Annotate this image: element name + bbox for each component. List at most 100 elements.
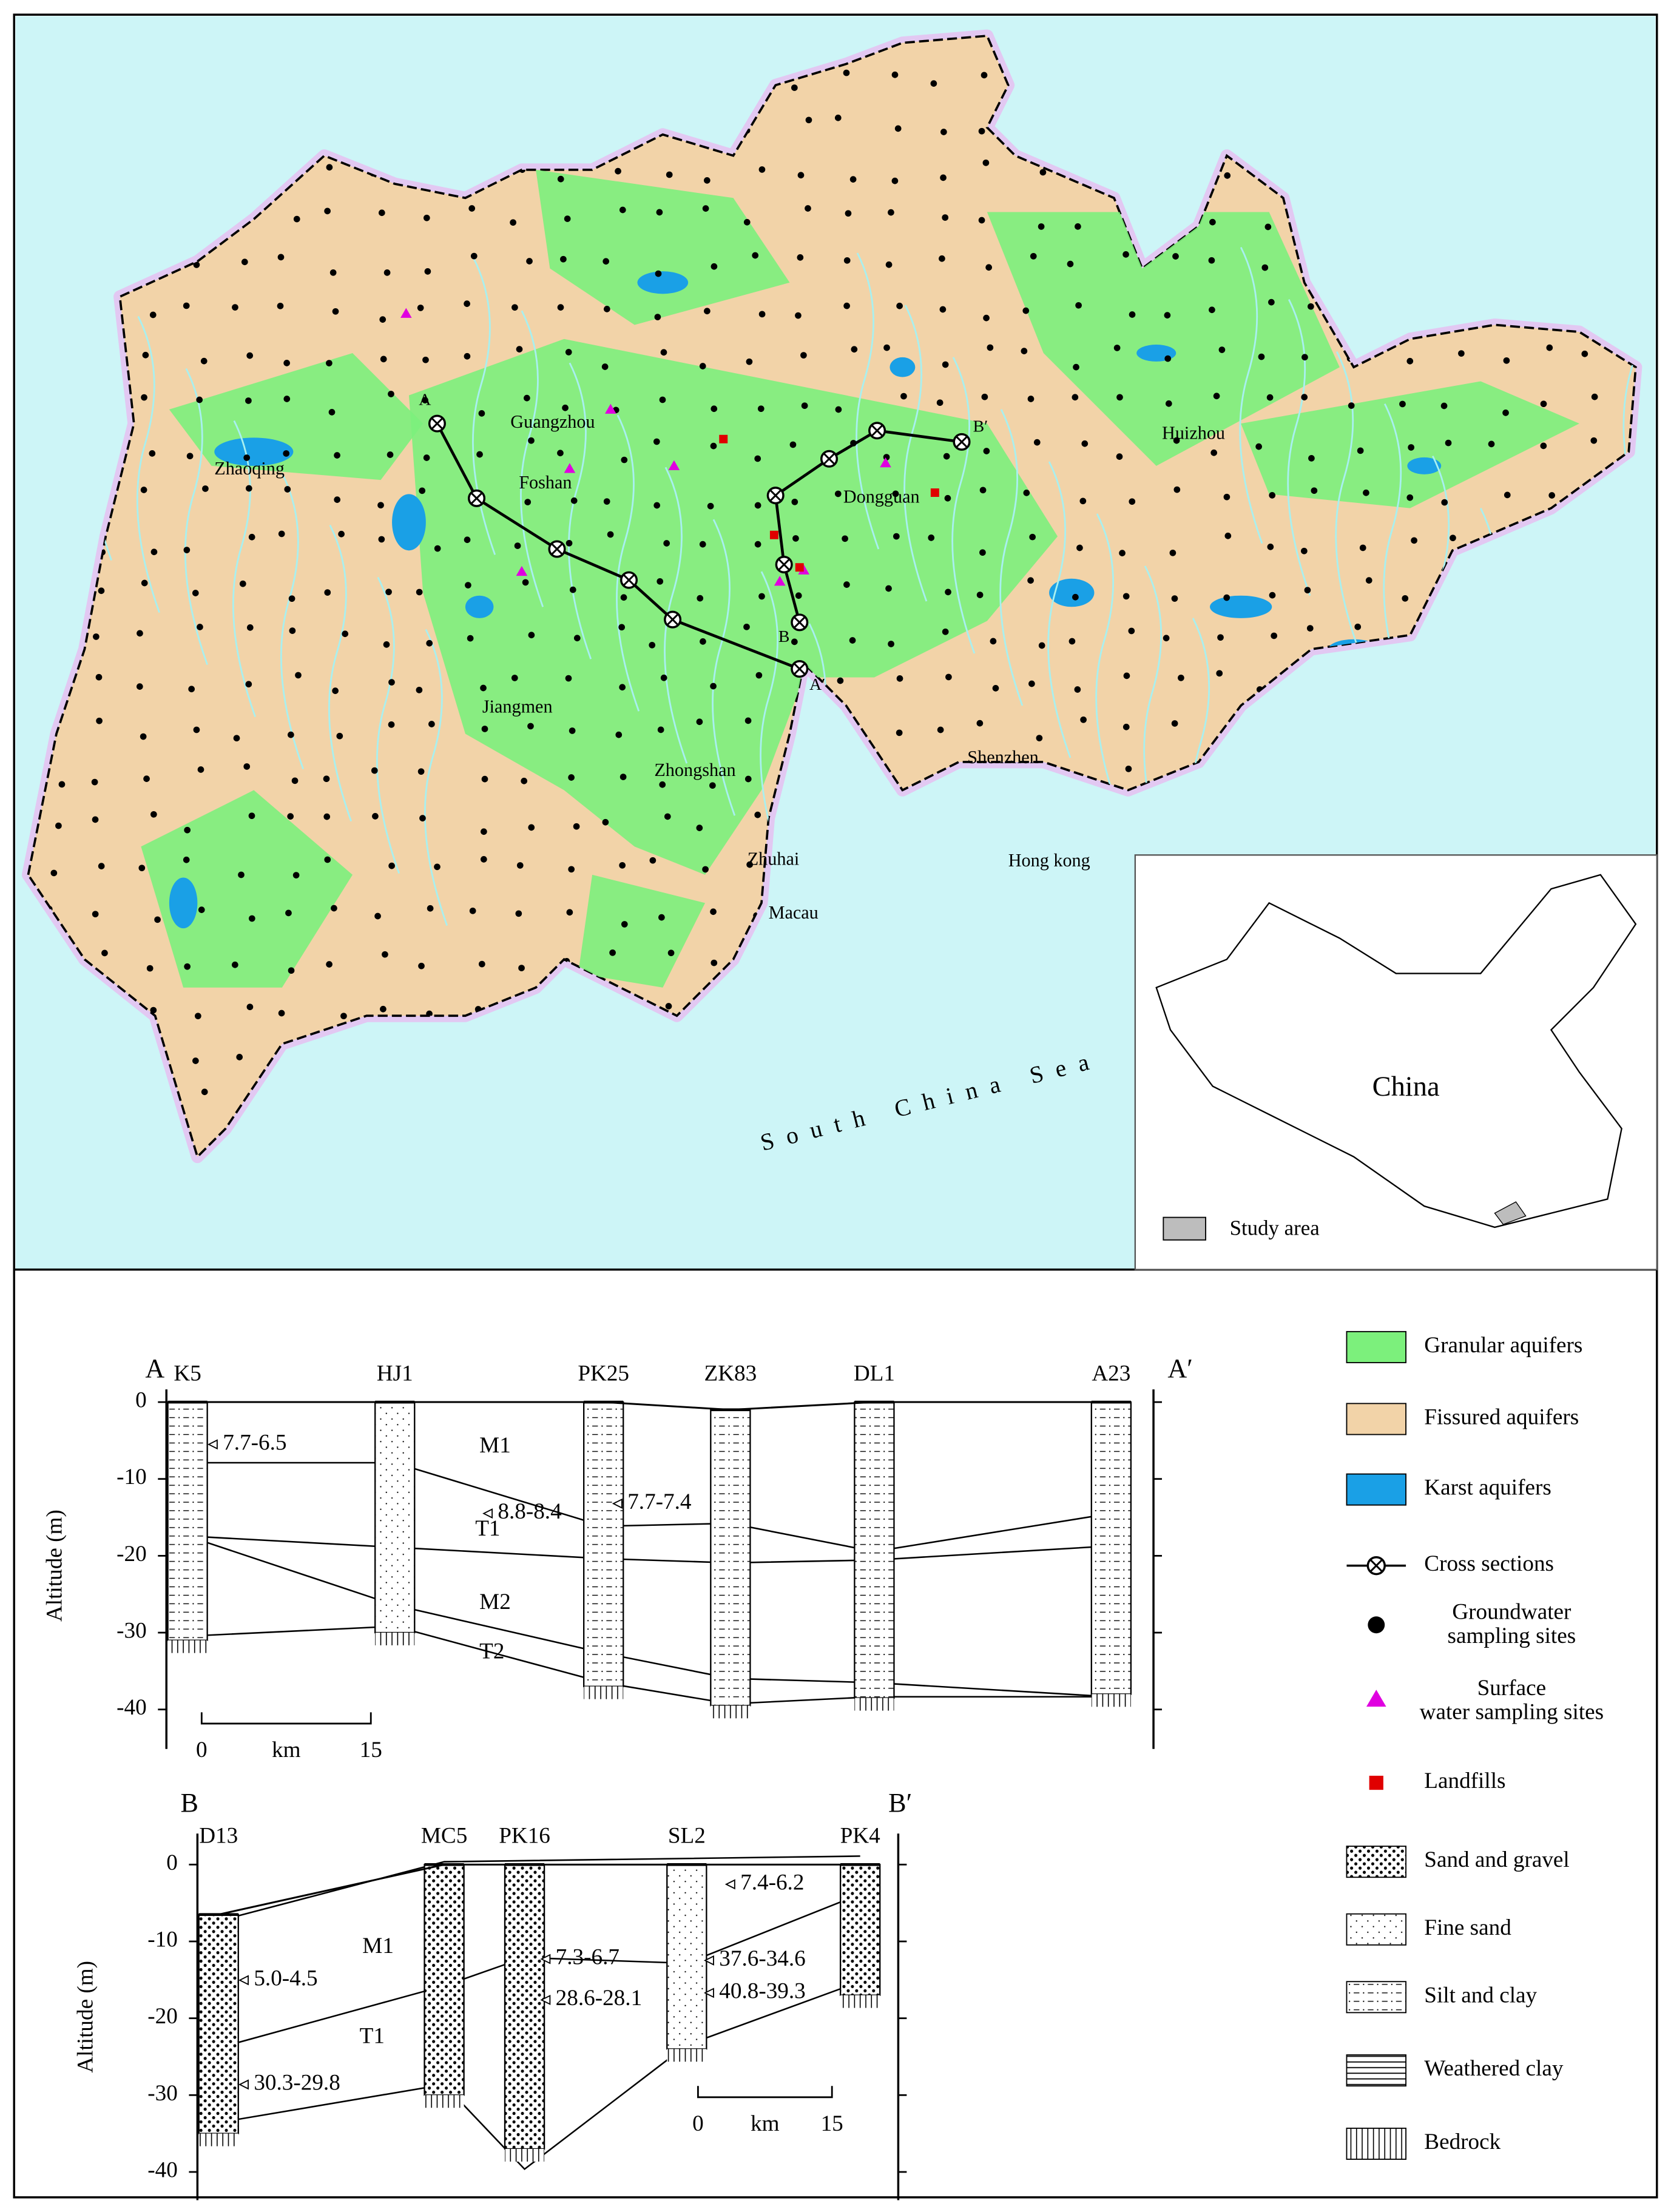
groundwater-site bbox=[894, 125, 902, 132]
groundwater-site bbox=[295, 672, 302, 679]
groundwater-site bbox=[193, 726, 200, 733]
groundwater-site bbox=[939, 306, 947, 313]
well-name: K5 bbox=[174, 1361, 201, 1386]
city-label: Jiangmen bbox=[482, 696, 553, 717]
ground-line bbox=[187, 1401, 1112, 1411]
groundwater-site bbox=[293, 215, 300, 223]
groundwater-site bbox=[50, 869, 58, 877]
groundwater-site bbox=[939, 255, 945, 262]
groundwater-site bbox=[527, 723, 534, 730]
groundwater-site bbox=[795, 312, 802, 319]
river bbox=[232, 420, 256, 718]
groundwater-site bbox=[236, 1054, 243, 1060]
bedrock bbox=[424, 2095, 464, 2108]
groundwater-site bbox=[800, 352, 807, 359]
groundwater-site bbox=[283, 450, 290, 457]
groundwater-site bbox=[657, 726, 664, 733]
tick-label: 0 bbox=[135, 1388, 147, 1413]
groundwater-site bbox=[805, 116, 812, 124]
annotation: 7.3-6.7 bbox=[556, 1945, 619, 1970]
karst-area bbox=[637, 271, 689, 294]
groundwater-site bbox=[1301, 394, 1308, 400]
groundwater-site bbox=[940, 174, 947, 181]
layer-label: M2 bbox=[479, 1590, 511, 1614]
groundwater-site bbox=[619, 206, 626, 214]
bedrock bbox=[505, 2148, 545, 2162]
groundwater-site bbox=[334, 452, 340, 459]
annotation: 8.8-8.4 bbox=[498, 1499, 561, 1524]
groundwater-site bbox=[1546, 344, 1553, 351]
groundwater-site bbox=[1354, 623, 1362, 630]
groundwater-site bbox=[834, 114, 842, 121]
groundwater-site bbox=[659, 396, 666, 403]
groundwater-site bbox=[943, 453, 950, 460]
city-label: Zhaoqing bbox=[214, 458, 285, 479]
groundwater-site bbox=[338, 530, 345, 538]
groundwater-site bbox=[560, 255, 567, 263]
groundwater-site bbox=[371, 767, 378, 774]
groundwater-site bbox=[416, 686, 423, 693]
groundwater-site bbox=[340, 1013, 347, 1020]
groundwater-site bbox=[1079, 497, 1087, 505]
groundwater-site bbox=[434, 545, 441, 552]
legend-swatch bbox=[1369, 1559, 1383, 1573]
surface-water-site bbox=[516, 565, 528, 576]
groundwater-site bbox=[835, 406, 842, 413]
groundwater-site bbox=[58, 781, 66, 788]
groundwater-site bbox=[246, 352, 254, 359]
well-name: D13 bbox=[199, 1824, 238, 1849]
groundwater-site bbox=[423, 454, 430, 461]
groundwater-site bbox=[1304, 587, 1311, 594]
groundwater-site bbox=[1540, 400, 1547, 408]
groundwater-site bbox=[1164, 312, 1171, 319]
landfill bbox=[769, 530, 778, 539]
groundwater-site bbox=[710, 908, 717, 915]
groundwater-site bbox=[511, 304, 518, 311]
groundwater-site bbox=[834, 490, 842, 497]
groundwater-site bbox=[1027, 577, 1034, 584]
annotation-marker bbox=[703, 1988, 714, 1998]
annotation: 30.3-29.8 bbox=[254, 2070, 340, 2095]
groundwater-site bbox=[480, 856, 487, 863]
legend-label: Fine sand bbox=[1424, 1915, 1511, 1940]
groundwater-site bbox=[1122, 251, 1129, 258]
groundwater-site bbox=[198, 906, 205, 913]
river bbox=[280, 472, 304, 770]
groundwater-site bbox=[711, 959, 718, 966]
groundwater-site bbox=[1165, 400, 1172, 407]
groundwater-site bbox=[754, 502, 761, 509]
groundwater-site bbox=[142, 351, 149, 359]
cross-section-line bbox=[774, 429, 962, 623]
groundwater-site bbox=[1224, 172, 1231, 179]
groundwater-site bbox=[619, 684, 626, 691]
groundwater-site bbox=[183, 547, 191, 553]
groundwater-site bbox=[888, 641, 894, 647]
groundwater-site bbox=[426, 1010, 433, 1017]
groundwater-site bbox=[976, 720, 984, 727]
groundwater-site bbox=[981, 72, 988, 79]
groundwater-site bbox=[664, 813, 671, 820]
groundwater-site bbox=[601, 363, 609, 370]
surface-water-site bbox=[668, 460, 680, 470]
cross-section-marker-x bbox=[871, 424, 883, 437]
legend-label: Landfills bbox=[1424, 1769, 1505, 1793]
groundwater-site bbox=[660, 674, 667, 681]
groundwater-site bbox=[696, 718, 703, 726]
groundwater-site bbox=[326, 360, 333, 366]
layer-label: T1 bbox=[475, 1516, 500, 1541]
well-name: MC5 bbox=[421, 1824, 467, 1849]
layer-label: T2 bbox=[479, 1639, 504, 1664]
groundwater-site bbox=[743, 623, 750, 630]
groundwater-site bbox=[192, 1057, 199, 1064]
groundwater-site bbox=[98, 587, 105, 595]
layer-boundary bbox=[187, 1462, 1112, 1553]
groundwater-site bbox=[891, 177, 899, 184]
city-label: Guangzhou bbox=[510, 411, 595, 432]
groundwater-site bbox=[238, 871, 245, 878]
groundwater-site bbox=[146, 965, 154, 972]
groundwater-site bbox=[1039, 169, 1047, 176]
groundwater-site bbox=[789, 441, 797, 448]
cross-section-marker-x bbox=[956, 436, 968, 448]
scale-label: 0 bbox=[692, 2111, 704, 2136]
groundwater-site bbox=[245, 397, 252, 404]
